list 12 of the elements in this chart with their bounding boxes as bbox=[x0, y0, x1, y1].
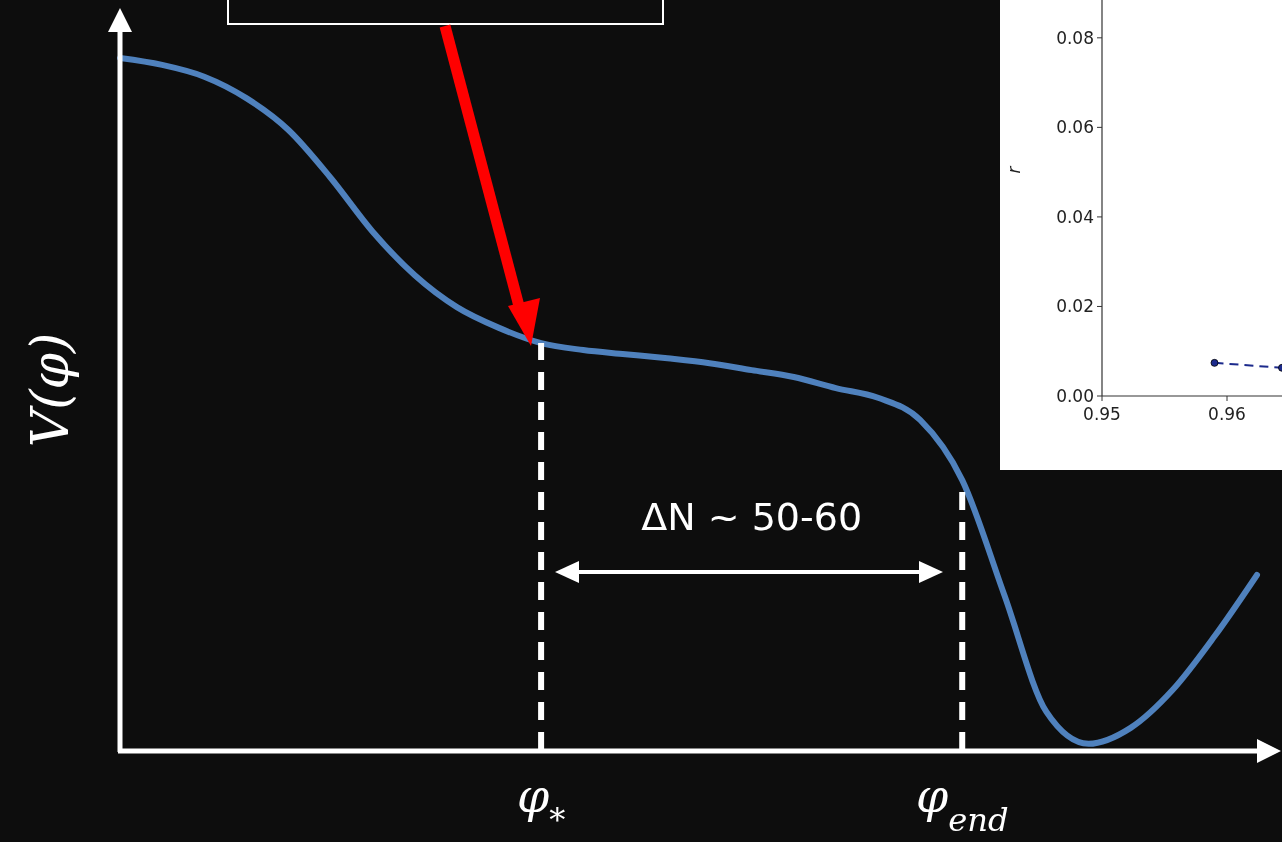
x-tick-label: 0.95 bbox=[1083, 404, 1121, 424]
y-axis-title: r bbox=[1004, 165, 1024, 174]
x-tick-label: φ$_{end}$ bbox=[915, 769, 1009, 839]
y-tick-label: 0.04 bbox=[1056, 206, 1094, 227]
annotation: ΔN ~ 50-60 bbox=[641, 495, 863, 539]
x-tick-label: 0.96 bbox=[1208, 404, 1246, 424]
y-tick-label: 0.00 bbox=[1056, 385, 1094, 406]
y-tick-label: 0.06 bbox=[1056, 117, 1094, 138]
y-tick-label: 0.02 bbox=[1056, 296, 1094, 317]
y-axis-title: V(φ) bbox=[20, 332, 80, 448]
x-tick-label: φ$_{*}$ bbox=[516, 769, 566, 839]
y-tick-label: 0.08 bbox=[1056, 27, 1094, 48]
